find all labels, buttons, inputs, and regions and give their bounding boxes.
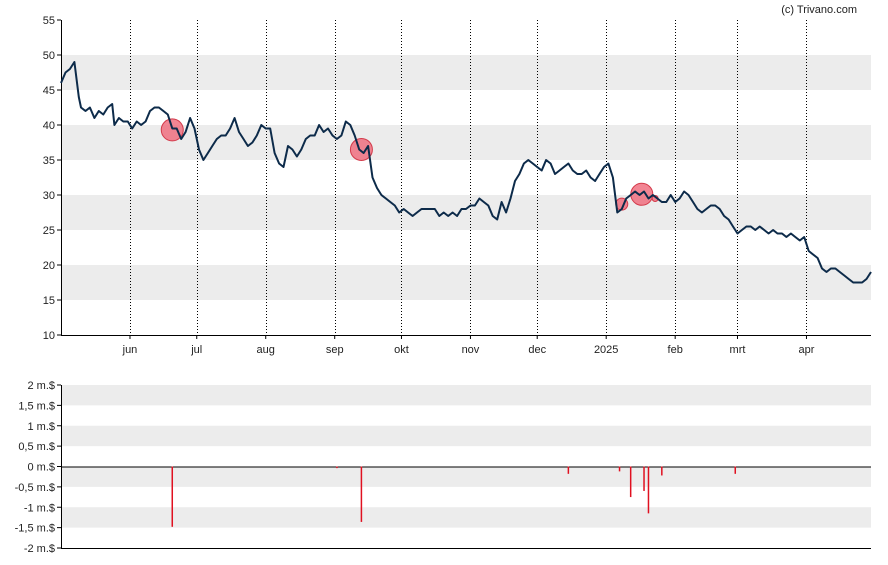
price-x-tick-label: dec (528, 344, 546, 356)
price-band (61, 55, 871, 90)
volume-y-tick-label: -2 m.$ (24, 543, 55, 555)
price-x-tick-label: 2025 (594, 344, 618, 356)
trade-marker (349, 138, 373, 161)
volume-band (61, 425, 871, 447)
volume-bar (643, 466, 645, 491)
price-y-tick-label: 10 (43, 330, 55, 342)
price-x-tick-label: nov (462, 344, 480, 356)
volume-y-tick-label: 1,5 m.$ (18, 400, 55, 412)
volume-band (61, 385, 871, 406)
price-x-tick-label: apr (799, 344, 815, 356)
volume-bar (734, 466, 737, 474)
price-y-tick-label: 20 (43, 260, 55, 272)
volume-bar (618, 466, 621, 472)
price-band (61, 195, 871, 230)
price-axis (61, 20, 871, 336)
volume-bar (360, 466, 363, 522)
volume-band (61, 466, 871, 487)
price-x-tick-label: aug (257, 344, 275, 356)
volume-y-tick-label: 1 m.$ (27, 421, 55, 433)
volume-y-tick-label: 0 m.$ (27, 462, 55, 474)
volume-bar (567, 466, 570, 474)
volume-y-ticks: 2 m.$ 1,5 m.$ 1 m.$ 0,5 m.$ 0 m.$ -0,5 m.$ -1 … (15, 380, 61, 555)
price-x-tick-label: okt (394, 344, 409, 356)
price-y-tick-label: 30 (43, 190, 55, 202)
volume-bar (661, 466, 663, 476)
price-y-tick-label: 55 (43, 15, 55, 27)
price-bands (61, 55, 871, 300)
price-series (60, 61, 872, 284)
price-line (60, 61, 872, 284)
volume-y-tick-label: 0,5 m.$ (18, 441, 55, 453)
volume-y-tick-label: -0,5 m.$ (15, 482, 55, 494)
price-y-tick-label: 35 (43, 155, 55, 167)
price-y-tick-label: 25 (43, 225, 55, 237)
volume-bar (647, 466, 650, 514)
price-y-tick-label: 45 (43, 85, 55, 97)
volume-y-tick-label: 2 m.$ (27, 380, 55, 392)
volume-bars (171, 466, 737, 527)
volume-y-tick-label: -1 m.$ (24, 502, 55, 514)
volume-bar (629, 466, 632, 498)
volume-bands (61, 385, 871, 528)
price-y-tick-label: 15 (43, 295, 55, 307)
price-x-tick-label: mrt (730, 344, 746, 356)
volume-y-tick-label: -1,5 m.$ (15, 523, 55, 535)
price-x-tick-label: jul (190, 344, 202, 356)
price-y-ticks: 10 15 20 25 30 35 40 45 50 55 (43, 15, 61, 342)
trade-marker (160, 118, 184, 142)
price-y-tick-label: 50 (43, 50, 55, 62)
volume-bar (336, 466, 338, 469)
credit-label: (c) Trivano.com (781, 4, 857, 16)
price-x-tick-label: sep (326, 344, 344, 356)
price-y-tick-label: 40 (43, 120, 55, 132)
price-x-tick-label: feb (668, 344, 683, 356)
volume-bar (171, 466, 174, 527)
price-x-tick-label: jun (122, 344, 138, 356)
volume-band (61, 507, 871, 528)
price-band (61, 265, 871, 300)
price-x-ticks: jun jul aug sep okt nov dec 2025 feb mrt apr (122, 335, 815, 356)
